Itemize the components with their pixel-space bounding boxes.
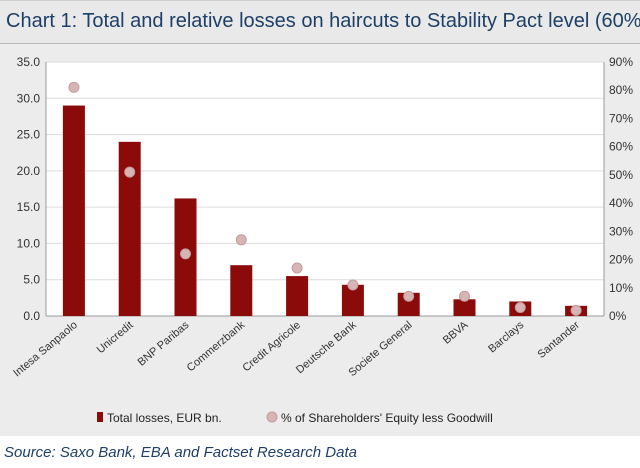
dot-point — [347, 279, 359, 291]
category-label: BNP Paribas — [136, 319, 192, 369]
left-axis-ticks: 0.0 5.0 10.0 15.0 20.0 25.0 30.0 35.0 — [17, 55, 41, 323]
bar — [230, 265, 253, 316]
y-right-tick-label: 50% — [609, 168, 633, 182]
y-right-tick-label: 20% — [609, 253, 633, 267]
right-axis-ticks: 0% 10% 20% 30% 40% 50% 60% 70% 80% 90% — [609, 55, 633, 323]
category-label: Credit Agricole — [241, 319, 304, 374]
source-note: Source: Saxo Bank, EBA and Factset Resea… — [4, 444, 357, 461]
bar — [341, 284, 364, 316]
y-left-tick-label: 15.0 — [17, 200, 41, 214]
dot-point — [514, 302, 526, 314]
category-label: Barclays — [486, 319, 526, 356]
y-right-tick-label: 30% — [609, 224, 633, 238]
y-left-tick-label: 25.0 — [17, 128, 41, 142]
category-label: BBVA — [441, 319, 471, 347]
dot-point — [235, 234, 247, 246]
bar — [62, 105, 85, 316]
dot-point — [291, 262, 303, 274]
dot-point — [459, 290, 470, 302]
legend-swatch-dot — [266, 411, 278, 423]
category-label: Commerzbank — [185, 319, 248, 374]
y-left-tick-label: 30.0 — [17, 91, 41, 105]
dot-point — [180, 248, 191, 260]
y-right-tick-label: 10% — [609, 281, 633, 295]
y-left-tick-label: 10.0 — [17, 236, 41, 250]
bar — [453, 299, 476, 316]
legend-label-dot: % of Shareholders' Equity less Goodwill — [281, 411, 493, 425]
category-label: Intesa Sanpaolo — [11, 319, 80, 379]
dot-series — [68, 81, 582, 316]
y-right-tick-label: 40% — [609, 196, 633, 210]
y-right-tick-label: 70% — [609, 111, 633, 125]
dot-point — [68, 81, 80, 93]
bar — [286, 276, 309, 316]
legend-label-bar: Total losses, EUR bn. — [107, 411, 222, 425]
bar — [118, 141, 141, 316]
dot-point — [403, 290, 415, 302]
y-right-tick-label: 90% — [609, 55, 633, 69]
legend-swatch-bar — [97, 412, 103, 422]
bar — [397, 292, 420, 316]
chart-title: Chart 1: Total and relative losses on ha… — [0, 0, 640, 44]
chart-panel: 0.0 5.0 10.0 15.0 20.0 25.0 30.0 35.0 0% 10% 20% 3… — [0, 44, 640, 436]
y-right-tick-label: 80% — [609, 83, 633, 97]
y-left-tick-label: 0.0 — [23, 309, 40, 323]
y-right-tick-label: 60% — [609, 140, 633, 154]
y-left-tick-label: 5.0 — [23, 273, 40, 287]
y-right-tick-label: 0% — [609, 309, 627, 323]
dot-point — [124, 166, 136, 178]
category-label: Unicredit — [95, 319, 136, 356]
y-left-tick-label: 20.0 — [17, 164, 41, 178]
category-labels: Intesa Sanpaolo Unicredit BNP ParibasComme… — [11, 319, 582, 380]
y-left-tick-label: 35.0 — [17, 55, 41, 69]
category-label: Santander — [535, 319, 582, 361]
dot-point — [570, 304, 582, 316]
bar-chart: 0.0 5.0 10.0 15.0 20.0 25.0 30.0 35.0 0% 10% 20% 3… — [11, 55, 633, 425]
legend: Total losses, EUR bn. % of Shareholders'… — [97, 411, 493, 425]
